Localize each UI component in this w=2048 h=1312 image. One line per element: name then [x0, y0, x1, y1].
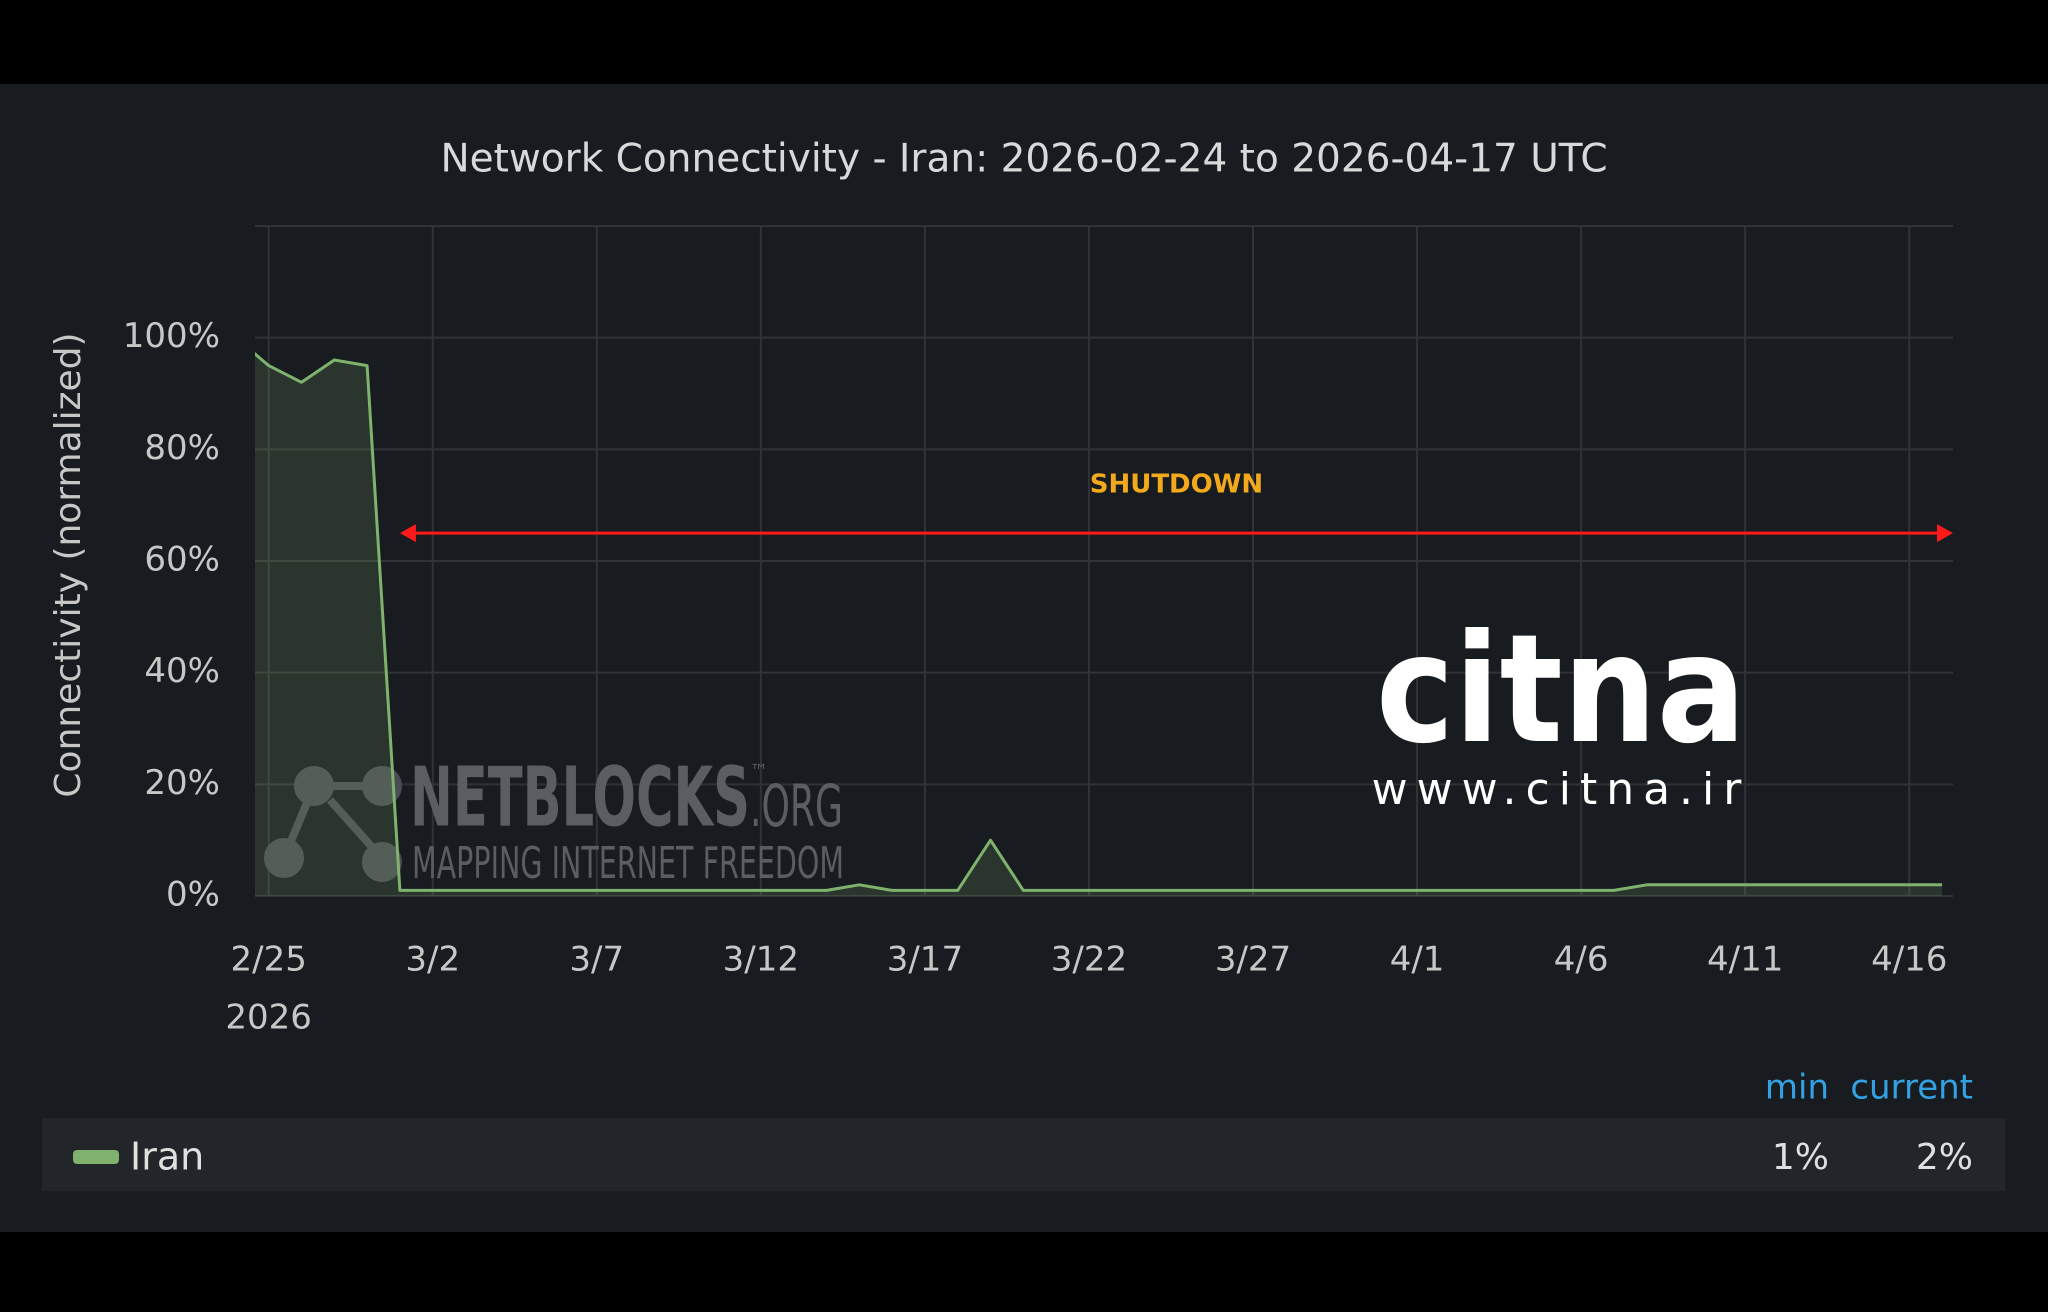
arrow-head [1937, 524, 1953, 543]
legend-stat: 2% [1916, 1137, 1973, 1178]
legend-label[interactable]: Iran [130, 1135, 204, 1179]
watermark: MAPPING INTERNET FREEDOM [412, 838, 844, 889]
y-tick-label: 60% [144, 540, 220, 580]
x-tick-label: 4/1 [1390, 940, 1445, 980]
x-tick-label: 3/22 [1051, 940, 1127, 980]
x-tick-label: 3/7 [569, 940, 624, 980]
series-line [255, 351, 1943, 892]
y-axis-label: Connectivity (normalized) [48, 332, 89, 797]
x-tick-label: 3/2 [405, 940, 460, 980]
watermark: .ORG [750, 772, 843, 840]
watermark: ™ [750, 761, 768, 782]
citna-url: www.citna.ir [1372, 764, 1751, 815]
overlay: 0% 20% 40% 60% 80% 100% 2/25 2026 3/2 3/7 3/12 3/17… [123, 316, 1953, 1038]
y-tick-label: 0% [166, 875, 220, 915]
x-tick-label: 3/27 [1215, 940, 1291, 980]
legend-stat: 1% [1772, 1137, 1829, 1178]
x-tick-label: 4/16 [1871, 940, 1947, 980]
x-tick-label: 4/6 [1554, 940, 1609, 980]
annotation-label: SHUTDOWN [1090, 470, 1263, 500]
legend-row [42, 1118, 2005, 1191]
arrow-head [399, 524, 416, 543]
y-tick-label: 80% [144, 428, 220, 468]
panel [0, 84, 2048, 1232]
plot [255, 351, 1943, 896]
x-tick-label: 2/25 [230, 940, 306, 980]
x-tick-label: 3/17 [887, 940, 963, 980]
y-tick-label: 20% [144, 763, 220, 803]
legend-column-header[interactable]: current [1850, 1068, 1973, 1108]
watermark: NETBLOCKS [410, 750, 750, 845]
y-tick-label: 40% [144, 651, 220, 691]
grid [255, 225, 1953, 897]
x-tick-label: 3/12 [723, 940, 799, 980]
citna-logo: citna [1376, 603, 1746, 777]
legend-swatch [73, 1150, 119, 1164]
watermarks: NETBLOCKS ™ .ORG MAPPING INTERNET FREEDO… [264, 603, 1751, 889]
x-year-label: 2026 [225, 998, 312, 1038]
y-tick-label: 100% [123, 316, 220, 356]
x-tick-label: 4/11 [1707, 940, 1783, 980]
legend-column-header[interactable]: min [1765, 1068, 1829, 1108]
chart-title: Network Connectivity - Iran: 2026-02-24 … [440, 137, 1607, 182]
